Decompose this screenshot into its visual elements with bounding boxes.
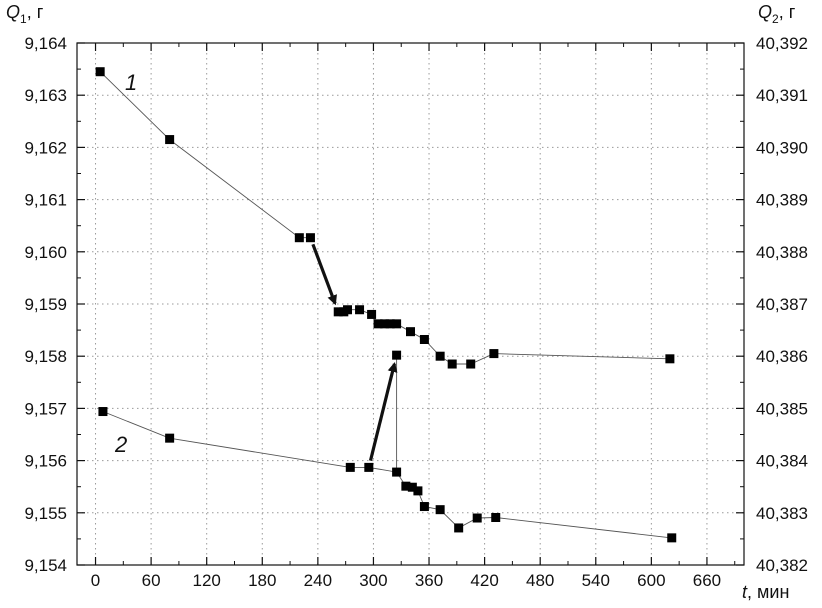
series-1-marker — [665, 354, 675, 364]
y-right-axis-unit: , г — [779, 2, 796, 22]
ticks — [77, 42, 744, 566]
series-1-marker — [447, 359, 457, 369]
series-2-marker — [364, 462, 374, 472]
series-1-marker — [373, 319, 383, 329]
y-right-tick-label: 40,390 — [756, 138, 808, 157]
x-tick-label: 360 — [415, 571, 443, 590]
series-2-marker — [392, 467, 402, 477]
series-1-marker — [380, 319, 390, 329]
x-tick-label: 540 — [582, 571, 610, 590]
y-right-axis-subscript: 2 — [772, 12, 779, 26]
series-1-marker — [392, 319, 402, 329]
y-left-tick-label: 9,159 — [24, 295, 67, 314]
x-tick-label: 420 — [470, 571, 498, 590]
x-tick-label: 240 — [304, 571, 332, 590]
series-1-marker — [305, 233, 315, 243]
x-tick-label: 120 — [193, 571, 221, 590]
series-1-marker — [333, 307, 343, 317]
y-left-axis-subscript: 1 — [20, 12, 27, 26]
x-axis-label: t, мин — [742, 582, 789, 602]
y-left-tick-label: 9,156 — [24, 452, 67, 471]
series-1-marker — [435, 351, 445, 361]
y-left-tick-label: 9,158 — [24, 347, 67, 366]
series-1-marker — [419, 334, 429, 344]
series-1-arrow — [311, 243, 337, 306]
series-2-marker — [472, 513, 482, 523]
y-left-tick-label: 9,163 — [24, 86, 67, 105]
grid — [77, 43, 744, 565]
y-right-tick-label: 40,385 — [756, 399, 808, 418]
series-1-marker — [355, 305, 365, 315]
series-1-marker — [294, 233, 304, 243]
y-right-tick-label: 40,386 — [756, 347, 808, 366]
series-1-marker — [367, 309, 377, 319]
y-right-axis-symbol: Q — [758, 2, 772, 22]
y-left-tick-label: 9,160 — [24, 243, 67, 262]
series-1-label: 1 — [125, 70, 137, 95]
series-2-marker — [392, 350, 402, 360]
series-1-marker — [489, 349, 499, 359]
x-tick-label: 480 — [526, 571, 554, 590]
series-2-marker — [165, 433, 175, 443]
x-axis-unit: , мин — [747, 582, 789, 602]
y-right-tick-label: 40,391 — [756, 86, 808, 105]
series-1-marker — [165, 135, 175, 145]
series-2-marker — [407, 482, 417, 492]
series-1-marker — [406, 327, 415, 337]
y-left-tick-label: 9,161 — [24, 191, 67, 210]
series-2-arrow — [368, 361, 398, 461]
x-tick-label: 600 — [637, 571, 665, 590]
y-left-axis-label: Q1, г — [6, 2, 44, 26]
series-markers — [95, 67, 677, 543]
y-right-tick-label: 40,387 — [756, 295, 808, 314]
x-tick-label: 300 — [359, 571, 387, 590]
series-2-marker — [454, 523, 464, 533]
x-tick-label: 180 — [248, 571, 276, 590]
y-right-tick-label: 40,392 — [756, 34, 808, 53]
y-right-axis-label: Q2, г — [758, 2, 796, 26]
series-2-marker — [413, 486, 423, 496]
y-right-tick-label: 40,389 — [756, 191, 808, 210]
series-arrows — [311, 243, 398, 461]
series-2-marker — [401, 481, 411, 491]
y-left-axis-unit: , г — [27, 2, 44, 22]
series-2-marker — [345, 462, 355, 472]
series-1-marker — [466, 359, 476, 369]
series-2-line — [102, 411, 672, 539]
y-left-tick-label: 9,164 — [24, 34, 67, 53]
tick-labels: 0 60 120 180 240 300 360 420 480 540 600 660 9,154 9,… — [24, 34, 808, 590]
y-left-tick-label: 9,162 — [24, 138, 67, 157]
series-2-marker — [667, 533, 677, 543]
series-2-marker — [419, 502, 429, 512]
series-1-marker — [385, 319, 395, 329]
series-2-marker — [98, 407, 108, 417]
x-tick-label: 60 — [142, 571, 161, 590]
y-right-tick-label: 40,383 — [756, 504, 808, 523]
series-1-marker — [343, 305, 353, 315]
y-right-tick-label: 40,384 — [756, 452, 808, 471]
series-2-marker — [491, 512, 501, 522]
series-2-marker — [435, 505, 445, 515]
series-1-marker — [95, 67, 105, 77]
series-2-label: 2 — [114, 432, 127, 457]
y-right-tick-label: 40,382 — [756, 556, 808, 575]
series-lines — [99, 71, 672, 539]
y-left-tick-label: 9,155 — [24, 504, 67, 523]
x-tick-label: 660 — [693, 571, 721, 590]
y-left-tick-label: 9,157 — [24, 399, 67, 418]
y-left-tick-label: 9,154 — [24, 556, 67, 575]
x-axis-symbol: t — [742, 582, 748, 602]
y-left-axis-symbol: Q — [6, 2, 20, 22]
x-tick-label: 0 — [91, 571, 100, 590]
y-right-tick-label: 40,388 — [756, 243, 808, 262]
